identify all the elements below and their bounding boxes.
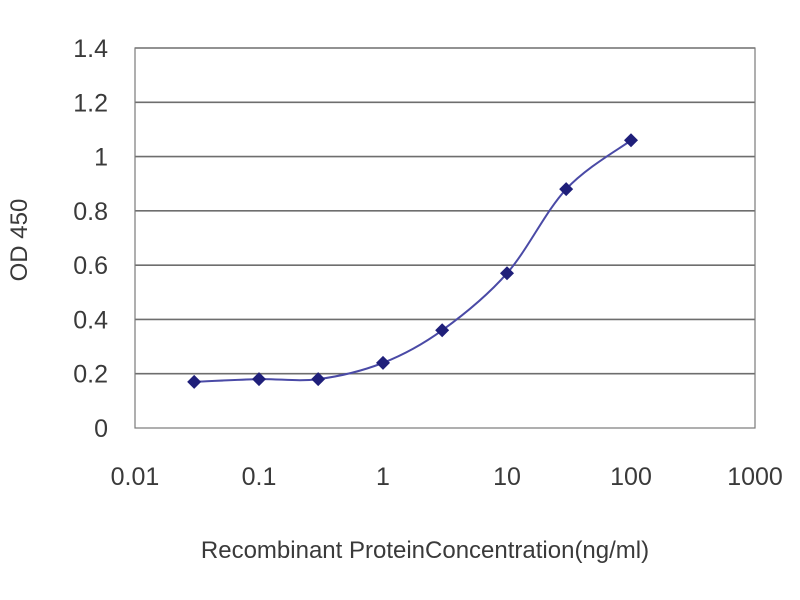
x-tick-label: 10 [493,463,521,491]
x-tick-label: 100 [610,463,652,491]
data-point [500,266,514,281]
y-tick-label: 0 [94,415,108,443]
y-axis-tick-labels: 0 0.2 0.4 0.6 0.8 1 1.2 1.4 [73,35,108,443]
x-tick-label: 0.1 [242,463,277,491]
y-tick-label: 0.8 [73,198,108,226]
y-tick-label: 0.6 [73,252,108,280]
data-point [435,323,450,338]
y-tick-label: 1.4 [73,35,108,63]
series [187,133,638,389]
y-axis-title: OD 450 [6,199,33,282]
data-point [187,374,202,389]
data-point [559,182,574,197]
x-tick-label: 0.01 [111,463,160,491]
x-axis-tick-labels: 0.01 0.1 1 10 100 1000 [111,463,783,491]
data-point [624,133,638,148]
data-point [252,372,266,387]
gridlines [135,47,755,375]
x-axis-title: Recombinant ProteinConcentration(ng/ml) [201,537,649,564]
data-point [376,355,390,370]
y-tick-label: 1.2 [73,89,108,117]
plot-area-frame [134,47,756,429]
y-tick-label: 1 [94,144,108,172]
y-tick-label: 0.2 [73,361,108,389]
series-line [194,139,632,383]
x-tick-label: 1 [376,463,390,491]
x-tick-label: 1000 [727,463,783,491]
data-point [311,372,326,387]
y-tick-label: 0.4 [73,306,108,334]
